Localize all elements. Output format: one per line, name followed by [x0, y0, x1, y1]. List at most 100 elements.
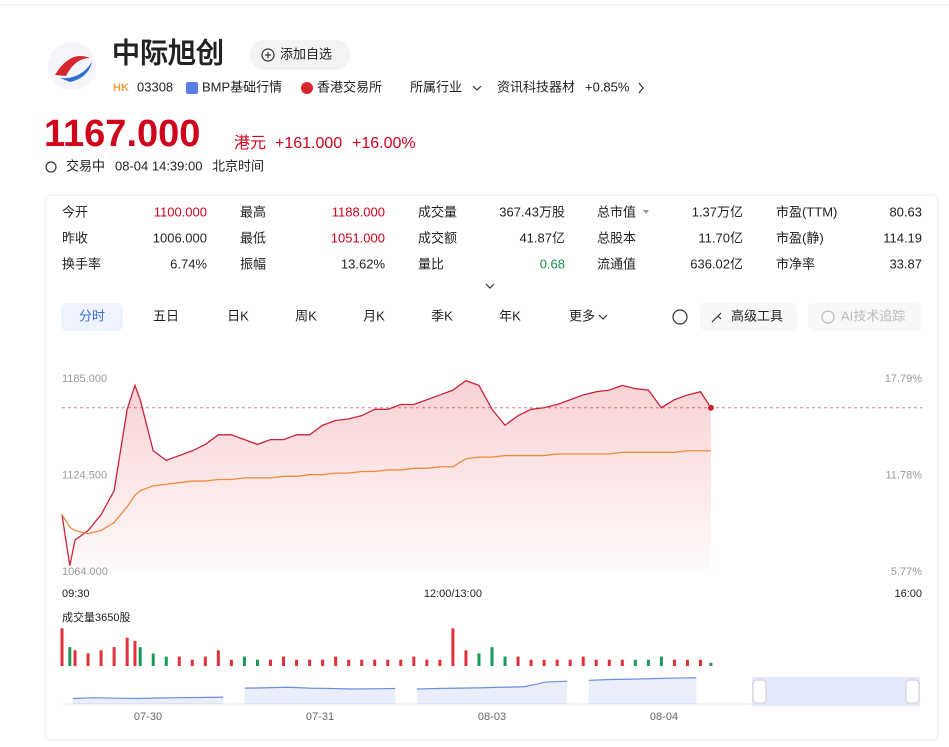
status-icon — [45, 161, 57, 173]
volume-bar — [386, 659, 390, 666]
volume-title: 成交量3650股 — [62, 610, 130, 624]
last-price-dot — [707, 404, 714, 411]
volume-bar — [190, 659, 194, 666]
overview-date: 08-03 — [478, 711, 506, 723]
x-tick-label: 09:30 — [62, 588, 90, 600]
volume-bar — [412, 656, 416, 666]
currency: 港元 — [234, 134, 266, 152]
status: 交易中 — [66, 158, 105, 173]
chevron-down — [598, 314, 608, 320]
tool-label[interactable]: AI技术追踪 — [841, 308, 905, 323]
stat-label: 总股本 — [597, 230, 636, 245]
dropdown-icon — [643, 210, 649, 214]
volume-bar — [86, 653, 90, 666]
industry[interactable]: 资讯科技器材 — [497, 79, 575, 94]
volume-bar — [555, 659, 559, 666]
tab[interactable]: 周K — [295, 308, 317, 323]
volume-bar — [334, 656, 338, 666]
add-watchlist-text[interactable]: 添加自选 — [280, 46, 332, 61]
stat-value: 33.87 — [889, 256, 922, 271]
volume-bar — [399, 659, 403, 666]
stat-value: 1006.000 — [153, 230, 207, 245]
stat-value: 6.74% — [170, 256, 207, 271]
stat-label: 总市值 — [597, 204, 636, 219]
stat-label: 量比 — [418, 256, 444, 271]
stat-label: 成交额 — [418, 230, 457, 245]
industry-change: +0.85% — [585, 79, 630, 94]
volume-bar — [68, 647, 72, 666]
overview-line — [244, 686, 396, 690]
time: 08-04 14:39:00 — [115, 158, 202, 173]
average-line — [61, 450, 711, 535]
stat-value: 41.87亿 — [519, 230, 565, 245]
market-tag: HK — [113, 82, 129, 94]
y2-tick-label: 17.79% — [885, 373, 923, 385]
tab[interactable]: 更多 — [569, 308, 595, 323]
expand-stats[interactable] — [485, 283, 495, 289]
volume-bar — [709, 662, 713, 666]
volume-bar — [321, 659, 325, 666]
volume-bar — [295, 659, 299, 666]
volume-bar — [347, 659, 351, 666]
tab[interactable]: 年K — [499, 308, 521, 323]
overview-date: 08-04 — [650, 711, 678, 723]
tab[interactable]: 日K — [227, 308, 249, 323]
price: 1167.000 — [44, 113, 200, 155]
volume-bar — [516, 656, 520, 666]
volume-bar — [99, 650, 103, 666]
volume-bar — [685, 659, 689, 666]
chevron-right — [638, 82, 644, 94]
volume-bar — [216, 650, 220, 666]
volume-bar — [308, 659, 312, 666]
volume-bar — [646, 659, 650, 666]
overview-line — [416, 680, 568, 690]
ai-button[interactable] — [808, 303, 922, 331]
overview-date: 07-31 — [306, 711, 334, 723]
overview-date: 07-30 — [134, 711, 162, 723]
price-area — [62, 380, 711, 572]
y2-tick-label: 11.78% — [886, 469, 923, 481]
tab[interactable]: 月K — [363, 308, 385, 323]
chevron-down — [472, 85, 482, 91]
slider[interactable] — [752, 677, 920, 706]
stat-label: 今开 — [62, 204, 88, 219]
stat-label: 振幅 — [240, 256, 266, 271]
volume-bar — [438, 659, 442, 666]
stat-value: 1051.000 — [331, 230, 385, 245]
industry-label[interactable]: 所属行业 — [410, 79, 462, 94]
volume-bar — [490, 647, 494, 666]
y-tick-label: 1124.500 — [62, 469, 107, 481]
volume-bar — [425, 659, 429, 666]
volume-bar — [229, 659, 233, 666]
volume-bar — [672, 659, 676, 666]
volume-bar — [542, 659, 546, 666]
stat-value: 1188.000 — [332, 204, 385, 219]
stat-value: 80.63 — [889, 204, 922, 219]
tab[interactable]: 分时 — [79, 308, 105, 323]
volume-bar — [451, 628, 455, 666]
volume-bar — [125, 637, 129, 666]
volume-bar — [255, 659, 259, 666]
volume-bar — [60, 628, 64, 666]
volume-bar — [133, 640, 137, 666]
stat-label: 换手率 — [62, 256, 101, 271]
volume-bar — [268, 659, 272, 666]
stock-name: 中际旭创 — [112, 37, 224, 68]
stat-label: 市盈(静) — [776, 230, 824, 245]
tab[interactable]: 五日 — [153, 308, 179, 323]
bmp-link[interactable]: BMP基础行情 — [202, 79, 282, 94]
stat-value: 114.19 — [883, 230, 922, 245]
y2-tick-label: 5.77% — [891, 566, 922, 578]
stat-label: 市盈(TTM) — [776, 204, 837, 219]
volume-bar — [282, 656, 286, 666]
tab[interactable]: 季K — [431, 308, 453, 323]
tool-label[interactable]: 高级工具 — [731, 308, 783, 323]
volume-bar — [477, 653, 481, 666]
add-watchlist-button[interactable]: 添加自选 — [250, 40, 350, 70]
volume-bar — [529, 659, 533, 666]
tool-button[interactable] — [700, 303, 797, 331]
stat-value: 0.68 — [540, 256, 565, 271]
stat-value: 13.62% — [341, 256, 386, 271]
